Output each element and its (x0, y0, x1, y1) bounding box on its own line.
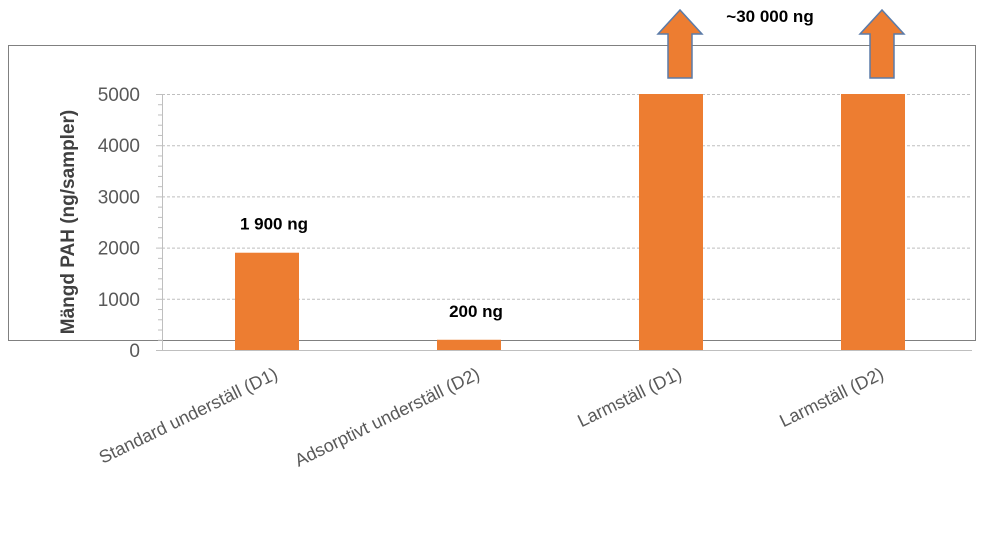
data-label: 200 ng (449, 302, 503, 321)
y-tick-label: 1000 (98, 290, 140, 311)
bars (235, 94, 905, 350)
off-scale-arrow (656, 8, 704, 79)
data-label: 1 900 ng (240, 215, 308, 234)
bar (841, 94, 905, 350)
x-tick-label: Adsorptivt underställ (D2) (291, 364, 482, 471)
category-labels: Standard underställ (D1) Adsorptivt under… (96, 364, 887, 471)
bar (639, 94, 703, 350)
x-tick-label: Standard underställ (D1) (96, 364, 281, 468)
bar (437, 339, 501, 350)
chart-frame (8, 45, 976, 341)
off-scale-arrows (656, 8, 906, 79)
bar (235, 252, 299, 350)
y-tick-label: 4000 (98, 136, 140, 157)
data-labels: 1 900 ng 200 ng ~30 000 ng (240, 7, 814, 321)
y-tick-label: 5000 (98, 85, 140, 106)
x-tick-label: Larmställ (D2) (776, 364, 886, 432)
y-tick-label: 0 (129, 341, 140, 362)
y-axis: 0 1000 2000 3000 4000 5000 (98, 85, 163, 362)
y-tick-label: 2000 (98, 239, 140, 260)
y-axis-label: Mängd PAH (ng/sampler) (58, 110, 79, 335)
off-scale-arrow (858, 8, 906, 79)
x-tick-label: Larmställ (D1) (574, 364, 684, 432)
data-label: ~30 000 ng (726, 7, 813, 26)
y-tick-label: 3000 (98, 187, 140, 208)
